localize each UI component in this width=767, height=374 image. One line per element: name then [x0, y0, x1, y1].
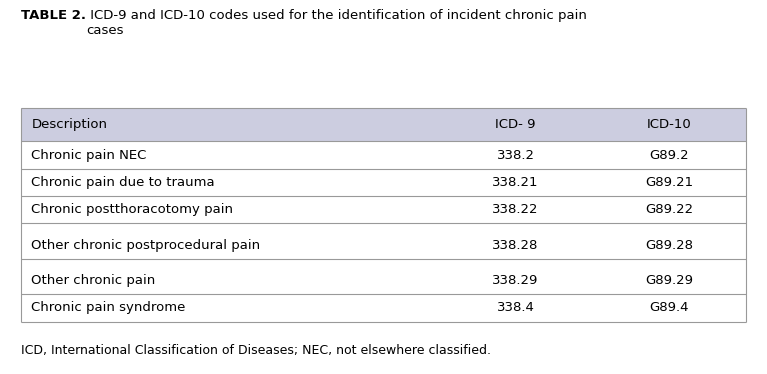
Text: G89.29: G89.29 — [646, 274, 693, 287]
Text: 338.22: 338.22 — [492, 203, 539, 216]
Text: G89.28: G89.28 — [646, 239, 693, 252]
Text: ICD-10: ICD-10 — [647, 119, 692, 131]
Text: 338.4: 338.4 — [497, 301, 535, 315]
Text: Description: Description — [31, 119, 107, 131]
Text: 338.21: 338.21 — [492, 176, 539, 189]
Text: G89.4: G89.4 — [650, 301, 690, 315]
Text: ICD-9 and ICD-10 codes used for the identification of incident chronic pain
case: ICD-9 and ICD-10 codes used for the iden… — [87, 9, 588, 37]
Text: Other chronic pain: Other chronic pain — [31, 274, 156, 287]
Text: TABLE 2.: TABLE 2. — [21, 9, 87, 22]
Text: 338.2: 338.2 — [497, 148, 535, 162]
Text: Chronic pain due to trauma: Chronic pain due to trauma — [31, 176, 215, 189]
Text: Chronic pain syndrome: Chronic pain syndrome — [31, 301, 186, 315]
Text: Chronic postthoracotomy pain: Chronic postthoracotomy pain — [31, 203, 233, 216]
Text: G89.2: G89.2 — [650, 148, 690, 162]
Text: G89.22: G89.22 — [646, 203, 693, 216]
Text: ICD- 9: ICD- 9 — [495, 119, 536, 131]
Text: 338.29: 338.29 — [492, 274, 539, 287]
Text: 338.28: 338.28 — [492, 239, 539, 252]
Text: Chronic pain NEC: Chronic pain NEC — [31, 148, 146, 162]
Text: Other chronic postprocedural pain: Other chronic postprocedural pain — [31, 239, 261, 252]
Text: G89.21: G89.21 — [646, 176, 693, 189]
Bar — [21, 108, 746, 141]
Text: ICD, International Classification of Diseases; NEC, not elsewhere classified.: ICD, International Classification of Dis… — [21, 344, 492, 357]
